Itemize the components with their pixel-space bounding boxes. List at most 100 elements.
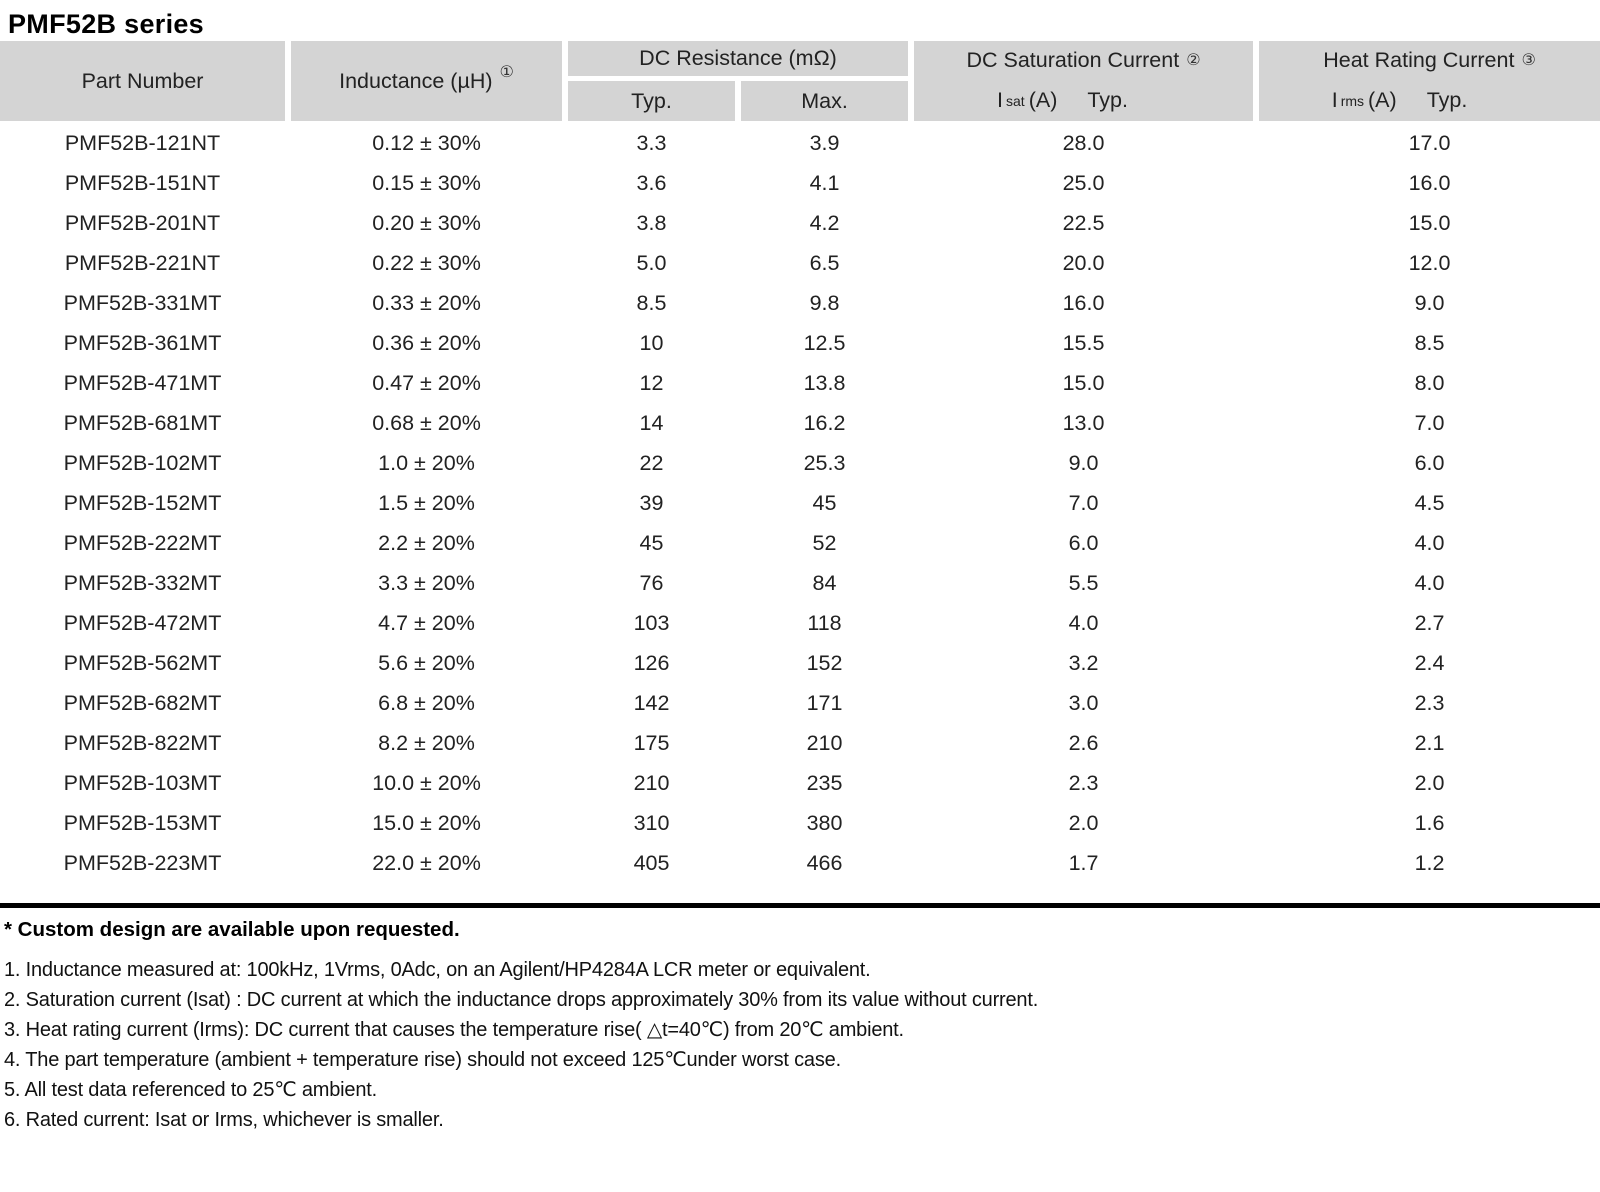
- cell-inductance: 3.3 ± 20%: [378, 571, 475, 595]
- cell-irms: 15.0: [1408, 211, 1451, 235]
- cell-irms: 12.0: [1408, 251, 1451, 275]
- isat-symbol: I: [997, 88, 1003, 112]
- table-row: PMF52B-102MT 1.0 ± 20% 22 25.3 9.0 6.0: [0, 446, 1600, 481]
- cell-dcr-typ: 3.8: [636, 211, 667, 235]
- footnote-5: 5. All test data referenced to 25℃ ambie…: [4, 1079, 377, 1101]
- divider: [0, 903, 1600, 908]
- cell-isat: 7.0: [1068, 491, 1099, 515]
- heat-rating-label-line: Heat Rating Current ③: [1323, 48, 1536, 72]
- cell-part-number: PMF52B-361MT: [63, 331, 222, 355]
- cell-irms: 2.4: [1414, 651, 1445, 675]
- table-row: PMF52B-201NT 0.20 ± 30% 3.8 4.2 22.5 15.…: [0, 206, 1600, 241]
- col-header-dc-resistance: DC Resistance (mΩ): [568, 41, 909, 77]
- cell-inductance: 10.0 ± 20%: [372, 771, 481, 795]
- footnote-6: 6. Rated current: Isat or Irms, whicheve…: [4, 1109, 444, 1131]
- cell-dcr-max: 118: [807, 611, 842, 635]
- cell-dcr-max: 4.2: [809, 211, 840, 235]
- cell-dcr-max: 13.8: [803, 371, 846, 395]
- cell-isat: 1.7: [1068, 851, 1099, 875]
- cell-dcr-typ: 126: [633, 651, 670, 675]
- table-row: PMF52B-361MT 0.36 ± 20% 10 12.5 15.5 8.5: [0, 326, 1600, 361]
- cell-dcr-max: 84: [812, 571, 837, 595]
- cell-part-number: PMF52B-471MT: [63, 371, 222, 395]
- table-row: PMF52B-153MT 15.0 ± 20% 310 380 2.0 1.6: [0, 806, 1600, 841]
- table-row: PMF52B-221NT 0.22 ± 30% 5.0 6.5 20.0 12.…: [0, 246, 1600, 281]
- page-title: PMF52B series: [8, 9, 204, 39]
- cell-inductance: 0.36 ± 20%: [372, 331, 481, 355]
- cell-isat: 28.0: [1062, 131, 1105, 155]
- cell-dcr-typ: 76: [639, 571, 664, 595]
- table-body: PMF52B-121NT 0.12 ± 30% 3.3 3.9 28.0 17.…: [0, 126, 1600, 881]
- cell-irms: 2.3: [1414, 691, 1445, 715]
- cell-dcr-max: 52: [812, 531, 837, 555]
- footnote-ref-1-icon: ①: [499, 63, 514, 81]
- table-row: PMF52B-103MT 10.0 ± 20% 210 235 2.3 2.0: [0, 766, 1600, 801]
- parts-table: Part Number Inductance (µH) ① DC Resistan…: [0, 36, 1600, 886]
- cell-dcr-max: 6.5: [809, 251, 840, 275]
- col-header-inductance: Inductance (µH) ①: [291, 41, 562, 121]
- cell-dcr-max: 235: [806, 771, 843, 795]
- cell-dcr-max: 16.2: [803, 411, 846, 435]
- cell-dcr-typ: 12: [639, 371, 664, 395]
- cell-part-number: PMF52B-121NT: [64, 131, 221, 155]
- cell-part-number: PMF52B-682MT: [63, 691, 222, 715]
- cell-irms: 8.5: [1414, 331, 1445, 355]
- footnote-2: 2. Saturation current (Isat) : DC curren…: [4, 989, 1039, 1011]
- cell-dcr-typ: 3.3: [636, 131, 667, 155]
- table-row: PMF52B-331MT 0.33 ± 20% 8.5 9.8 16.0 9.0: [0, 286, 1600, 321]
- cell-dcr-typ: 14: [639, 411, 664, 435]
- cell-irms: 2.1: [1414, 731, 1445, 755]
- cell-dcr-max: 4.1: [809, 171, 840, 195]
- cell-irms: 1.6: [1414, 811, 1445, 835]
- cell-inductance: 8.2 ± 20%: [378, 731, 475, 755]
- table-row: PMF52B-332MT 3.3 ± 20% 76 84 5.5 4.0: [0, 566, 1600, 601]
- table-row: PMF52B-223MT 22.0 ± 20% 405 466 1.7 1.2: [0, 846, 1600, 881]
- footnote-4: 4. The part temperature (ambient + tempe…: [4, 1049, 841, 1071]
- cell-inductance: 2.2 ± 20%: [378, 531, 475, 555]
- cell-isat: 20.0: [1062, 251, 1105, 275]
- cell-dcr-max: 210: [806, 731, 843, 755]
- cell-part-number: PMF52B-102MT: [63, 451, 222, 475]
- cell-inductance: 0.22 ± 30%: [372, 251, 481, 275]
- table-row: PMF52B-471MT 0.47 ± 20% 12 13.8 15.0 8.0: [0, 366, 1600, 401]
- cell-inductance: 15.0 ± 20%: [372, 811, 481, 835]
- cell-dcr-typ: 39: [639, 491, 664, 515]
- table-row: PMF52B-151NT 0.15 ± 30% 3.6 4.1 25.0 16.…: [0, 166, 1600, 201]
- cell-isat: 16.0: [1062, 291, 1105, 315]
- cell-dcr-typ: 22: [639, 451, 664, 475]
- cell-isat: 6.0: [1068, 531, 1099, 555]
- col-header-part-number: Part Number: [0, 41, 285, 121]
- table-row: PMF52B-222MT 2.2 ± 20% 45 52 6.0 4.0: [0, 526, 1600, 561]
- cell-dcr-typ: 142: [633, 691, 670, 715]
- cell-isat: 3.2: [1068, 651, 1099, 675]
- cell-dcr-max: 380: [806, 811, 843, 835]
- cell-dcr-max: 45: [812, 491, 837, 515]
- cell-dcr-max: 25.3: [803, 451, 846, 475]
- cell-dcr-max: 171: [806, 691, 843, 715]
- footnote-3: 3. Heat rating current (Irms): DC curren…: [4, 1019, 904, 1041]
- irms-symbol: I: [1331, 88, 1338, 112]
- cell-part-number: PMF52B-103MT: [63, 771, 222, 795]
- cell-inductance: 0.20 ± 30%: [372, 211, 481, 235]
- cell-irms: 2.0: [1414, 771, 1445, 795]
- cell-part-number: PMF52B-153MT: [63, 811, 222, 835]
- cell-inductance: 0.33 ± 20%: [372, 291, 481, 315]
- cell-irms: 2.7: [1414, 611, 1445, 635]
- table-row: PMF52B-152MT 1.5 ± 20% 39 45 7.0 4.5: [0, 486, 1600, 521]
- cell-irms: 8.0: [1414, 371, 1445, 395]
- cell-inductance: 5.6 ± 20%: [378, 651, 475, 675]
- cell-inductance: 4.7 ± 20%: [378, 611, 475, 635]
- cell-part-number: PMF52B-223MT: [63, 851, 222, 875]
- cell-irms: 16.0: [1408, 171, 1451, 195]
- cell-irms: 9.0: [1414, 291, 1445, 315]
- table-row: PMF52B-472MT 4.7 ± 20% 103 118 4.0 2.7: [0, 606, 1600, 641]
- cell-isat: 3.0: [1068, 691, 1099, 715]
- cell-irms: 1.2: [1414, 851, 1445, 875]
- cell-dcr-max: 152: [806, 651, 843, 675]
- cell-isat: 2.6: [1068, 731, 1099, 755]
- inductance-label: Inductance (µH): [339, 68, 493, 93]
- cell-dcr-typ: 405: [633, 851, 670, 875]
